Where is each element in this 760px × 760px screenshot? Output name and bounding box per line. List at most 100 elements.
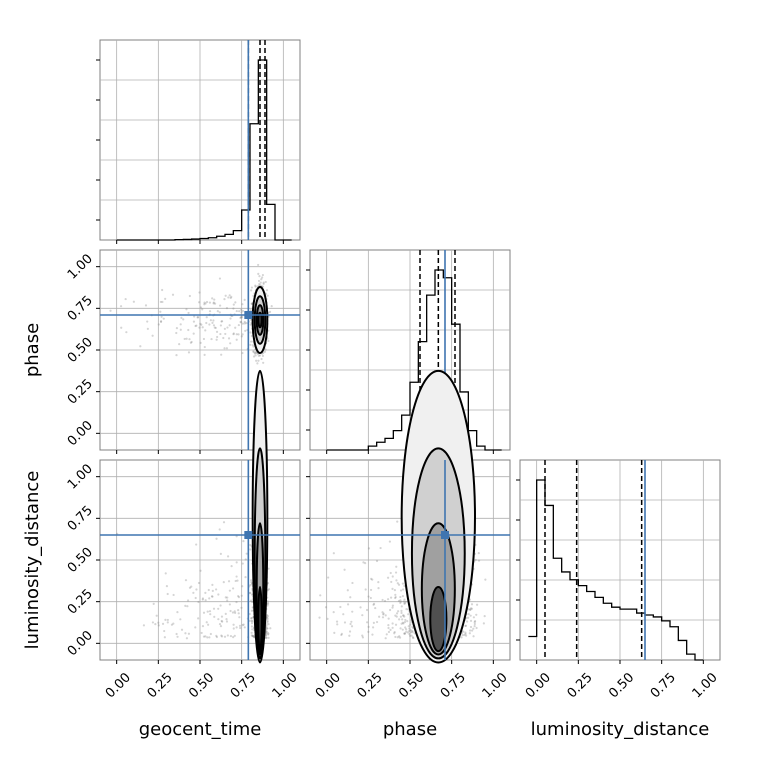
sample-point [343,568,346,571]
sample-point [389,571,392,575]
sample-point [186,599,190,602]
sample-point [264,633,268,636]
sample-point [249,591,252,594]
sample-point [403,632,406,635]
sample-point [207,623,210,626]
sample-point [410,631,413,634]
sample-point [365,608,369,612]
sample-point [336,623,339,626]
sample-point [213,298,216,301]
sample-point [227,337,231,340]
sample-point [369,596,372,600]
sample-point [232,627,235,630]
sample-point [157,624,160,627]
x-tick-label: 0.25 [145,670,176,701]
x-tick-label: 0.75 [648,670,679,701]
sample-point [240,308,243,311]
sample-point [240,606,243,609]
sample-point [405,628,408,631]
sample-point [262,361,265,364]
sample-point [239,321,242,324]
sample-point [139,345,142,348]
sample-point [371,626,375,629]
sample-point [257,279,261,283]
sample-point [401,618,404,621]
sample-point [241,322,244,325]
truth-marker [244,311,253,319]
sample-point [226,326,229,329]
sample-point [348,634,351,637]
sample-point [265,622,268,625]
sample-point [387,630,391,634]
sample-point [469,608,472,611]
sample-point [175,632,178,636]
sample-point [342,613,345,616]
sample-point [379,546,382,550]
y-tick-label: 0.25 [65,376,96,407]
sample-point [165,585,169,588]
sample-point [250,302,253,305]
sample-point [472,616,475,619]
sample-point [393,589,397,592]
sample-point [258,354,262,357]
sample-point [225,307,229,310]
sample-point [238,624,242,627]
sample-point [256,362,259,365]
sample-point [266,627,269,630]
sample-point [225,347,229,350]
sample-point [195,543,198,546]
sample-point [470,607,474,610]
sample-point [192,320,196,323]
sample-point [229,342,232,345]
sample-point [223,347,226,350]
sample-point [205,321,208,325]
sample-point [387,624,390,627]
sample-point [146,327,149,330]
sample-point [204,329,207,332]
sample-point [220,619,223,623]
sample-point [473,620,477,623]
sample-point [391,622,394,625]
sample-point [241,309,245,313]
panel-phase-vs-luminosity-distance: 0.00 0.25 0.50 0.75 1.00 [306,369,511,701]
sample-point [219,625,223,628]
sample-point [397,583,401,586]
sample-point [226,599,229,602]
sample-point [266,615,269,618]
sample-point [176,635,179,638]
sample-point [250,619,254,622]
sample-point [228,294,231,297]
sample-point [267,623,270,626]
sample-point [201,326,204,329]
sample-point [237,595,240,598]
sample-point [398,618,401,621]
sample-point [212,302,215,305]
sample-point [248,619,251,622]
sample-point [241,303,244,306]
sample-point [187,351,191,354]
sample-point [182,318,185,321]
sample-point [464,624,468,627]
sample-point [171,293,175,296]
sample-point [406,631,410,634]
sample-point [260,278,263,281]
sample-point [349,596,352,599]
sample-point [224,294,227,297]
sample-point [208,610,212,613]
sample-point [404,626,407,629]
sample-point [203,301,206,304]
sample-point [254,285,257,288]
y-tick-label: 0.00 [65,418,96,449]
sample-point [249,309,252,312]
sample-point [261,273,265,277]
sample-point [196,316,200,319]
sample-point [175,354,178,357]
truth-marker [244,531,253,539]
sample-point [197,581,201,585]
sample-point [125,331,128,334]
sample-point [250,625,254,628]
sample-point [206,610,209,613]
sample-point [224,612,227,615]
sample-point [194,626,197,629]
sample-point [400,609,403,612]
